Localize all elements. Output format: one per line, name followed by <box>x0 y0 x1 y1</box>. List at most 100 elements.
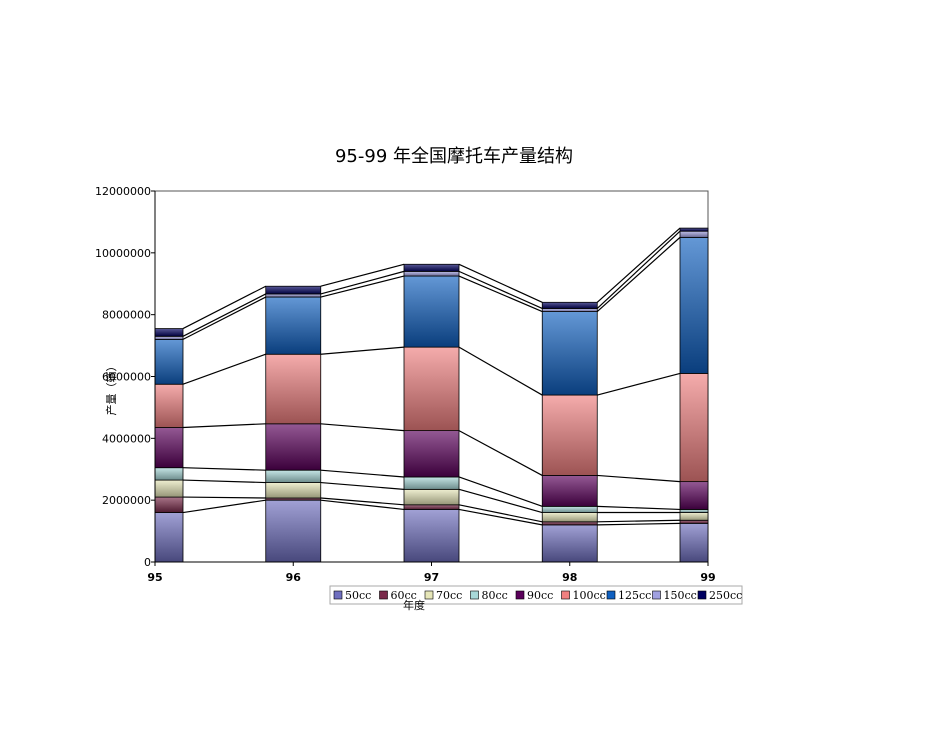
connector-line-250cc <box>458 263 543 303</box>
bar-segment-70cc <box>541 512 598 523</box>
legend-swatch <box>652 590 661 600</box>
legend-label: 125cc <box>618 589 651 602</box>
legend-swatch <box>561 590 570 600</box>
legend-box <box>329 585 743 605</box>
legend-swatch <box>470 590 479 600</box>
bar-segment-150cc <box>541 308 598 312</box>
legend-swatch <box>606 590 616 600</box>
legend-label: 250cc <box>709 589 742 602</box>
connector-line-50cc <box>320 499 405 511</box>
connector-line-60cc <box>458 504 543 523</box>
x-tick-label: 98 <box>562 571 577 584</box>
bar-segment-150cc <box>154 335 184 340</box>
connector-line-250cc <box>596 227 681 303</box>
connector-line-70cc <box>458 488 543 514</box>
connector-line-100cc <box>320 346 405 355</box>
bar-segment-90cc <box>403 430 460 478</box>
connector-line-50cc <box>458 508 543 526</box>
bar-segment-250cc <box>541 301 598 309</box>
bar-segment-80cc <box>679 509 709 513</box>
x-axis-ticks: 95 96 97 98 99 <box>147 562 716 584</box>
connector-line-150cc <box>596 230 681 309</box>
y-tick-label: 8000000 <box>102 309 151 322</box>
bar-segment-100cc <box>541 394 598 476</box>
connector-line-125cc <box>596 236 681 313</box>
y-tick-label: 2000000 <box>102 494 151 507</box>
x-tick-label: 97 <box>424 571 439 584</box>
bar-segment-60cc <box>541 521 598 526</box>
legend-label: 70cc <box>436 589 462 602</box>
connector-line-50cc <box>597 522 681 526</box>
y-tick-label: 12000000 <box>95 185 151 198</box>
bar-segment-125cc <box>403 275 460 348</box>
connector-line-100cc <box>458 346 543 396</box>
bar-segment-50cc <box>265 499 322 563</box>
connector-line-100cc <box>597 372 681 396</box>
legend-label: 50cc <box>345 589 371 602</box>
legend-label: 80cc <box>482 589 508 602</box>
connector-line-50cc <box>182 499 266 514</box>
bar-segment-125cc <box>154 338 184 385</box>
bar-segment-50cc <box>154 512 184 563</box>
bar-segment-90cc <box>679 481 709 510</box>
bar-segment-90cc <box>541 475 598 507</box>
y-tick-label: 10000000 <box>95 247 151 260</box>
bar-segment-50cc <box>403 509 460 563</box>
bar-segment-70cc <box>265 482 322 499</box>
bar-segment-50cc <box>679 522 709 563</box>
x-tick-label: 96 <box>286 571 302 584</box>
connector-line-125cc <box>458 275 543 313</box>
bar-segment-125cc <box>541 311 598 396</box>
bar-segment-60cc <box>403 504 460 510</box>
connector-line-125cc <box>182 296 267 340</box>
bar-segment-80cc <box>265 469 322 483</box>
connector-line-60cc <box>320 497 405 506</box>
bar-segment-100cc <box>265 353 322 425</box>
bar-segment-60cc <box>679 519 709 524</box>
bar-segment-125cc <box>679 236 709 374</box>
bar-segment-100cc <box>154 383 184 428</box>
connector-line-80cc <box>597 505 681 511</box>
bar-segment-150cc <box>679 230 709 238</box>
bar-segment-100cc <box>403 346 460 432</box>
bar-segment-250cc <box>679 227 709 232</box>
x-tick-label: 95 <box>147 571 162 584</box>
x-axis-label: 年度 <box>403 598 425 612</box>
y-axis-label: 产量（辆） <box>104 361 118 416</box>
legend-label: 150cc <box>664 589 697 602</box>
bar-segment-250cc <box>154 328 184 337</box>
bar-segment-70cc <box>679 512 709 521</box>
bar-segment-150cc <box>403 270 460 277</box>
bar-segment-70cc <box>403 488 460 506</box>
connector-line-80cc <box>182 467 266 471</box>
chart-title: 95-99 年全国摩托车产量结构 <box>335 146 573 167</box>
legend-swatch <box>697 590 707 600</box>
bar-segment-50cc <box>541 524 598 563</box>
connector-line-150cc <box>320 270 405 295</box>
bar-segment-90cc <box>265 423 322 471</box>
connector-line-60cc <box>182 496 266 499</box>
connector-line-70cc <box>182 479 266 484</box>
y-tick-label: 4000000 <box>102 432 151 445</box>
connector-line-250cc <box>320 263 405 287</box>
bar-segment-80cc <box>154 467 184 481</box>
bar-segment-125cc <box>265 296 322 355</box>
bar-segment-60cc <box>154 496 184 513</box>
connector-line-125cc <box>320 275 405 298</box>
bar-segment-100cc <box>679 373 709 483</box>
legend-label: 90cc <box>527 589 553 602</box>
connector-line-90cc <box>458 430 543 476</box>
connector-line-90cc <box>320 423 405 432</box>
legend-label: 60cc <box>391 589 417 602</box>
connector-line-90cc <box>182 423 266 429</box>
legend-swatch <box>424 590 434 600</box>
bar-segment-90cc <box>154 427 184 469</box>
bars <box>154 227 709 563</box>
legend-swatch <box>379 590 388 600</box>
bar-segment-80cc <box>403 476 460 490</box>
connector-line-150cc <box>182 293 267 337</box>
bar-segment-250cc <box>265 285 322 295</box>
connector-line-80cc <box>458 476 543 507</box>
legend-swatch <box>333 590 343 600</box>
